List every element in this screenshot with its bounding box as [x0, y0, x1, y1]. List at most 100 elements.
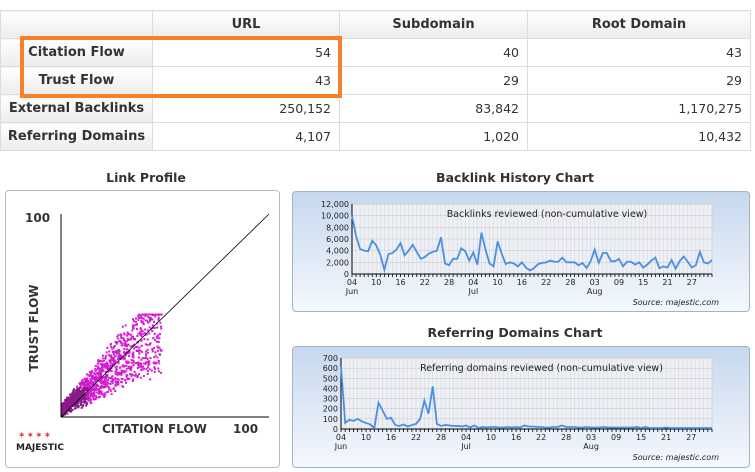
scatter-point	[93, 391, 96, 394]
scatter-point	[106, 364, 109, 367]
scatter-point	[153, 347, 156, 350]
scatter-point	[121, 381, 124, 384]
scatter-point	[75, 405, 78, 408]
link-profile-chart: 100 TRUST FLOW CITATION FLOW 100 ✶✶✶✶ MA…	[5, 190, 280, 468]
scatter-point	[98, 391, 101, 394]
scatter-point	[140, 320, 143, 323]
scatter-point	[123, 370, 126, 373]
scatter-point	[139, 349, 142, 352]
scatter-point	[124, 360, 127, 363]
diagonal-line	[60, 213, 270, 418]
table-row: External Backlinks 250,152 83,842 1,170,275	[0, 94, 751, 123]
scatter-point	[110, 377, 113, 380]
scatter-point	[70, 409, 73, 412]
scatter-point	[146, 366, 149, 369]
scatter-point	[74, 391, 77, 394]
scatter-point	[116, 378, 119, 381]
scatter-point	[114, 390, 117, 393]
scatter-point	[76, 390, 79, 393]
scatter-point	[115, 365, 118, 368]
scatter-point	[83, 396, 86, 399]
scatter-point	[132, 327, 135, 330]
backlink-chart-title: Backlink History Chart	[436, 170, 594, 185]
scatter-point	[140, 333, 143, 336]
x-month-label: Jul	[468, 287, 479, 296]
scatter-point	[130, 365, 133, 368]
scatter-point	[99, 378, 102, 381]
scatter-point	[127, 352, 130, 355]
cell: 4,107	[152, 122, 340, 151]
y-tick-label: 6,000	[326, 235, 349, 244]
scatter-point	[100, 382, 103, 385]
scatter-point	[91, 375, 94, 378]
scatter-point	[96, 383, 99, 386]
scatter-point	[81, 393, 84, 396]
x-tick-label: 28	[561, 433, 571, 442]
scatter-point	[108, 388, 111, 391]
scatter-point	[154, 338, 157, 341]
scatter-point	[95, 376, 98, 379]
scatter-point	[87, 397, 90, 400]
scatter-point	[117, 348, 120, 351]
scatter-point	[121, 378, 124, 381]
scatter-point	[125, 364, 128, 367]
scatter-point	[82, 390, 85, 393]
row-label: Referring Domains	[0, 122, 153, 151]
y-axis-label: TRUST FLOW	[27, 284, 41, 372]
scatter-point	[96, 362, 99, 365]
scatter-point	[132, 356, 135, 359]
scatter-point	[113, 359, 116, 362]
scatter-point	[116, 341, 119, 344]
scatter-point	[66, 412, 69, 415]
scatter-point	[137, 364, 140, 367]
scatter-point	[88, 381, 91, 384]
scatter-point	[157, 317, 160, 320]
scatter-point	[119, 380, 122, 383]
scatter-point	[102, 369, 105, 372]
scatter-point	[70, 393, 73, 396]
scatter-point	[64, 401, 67, 404]
scatter-point	[157, 370, 160, 373]
scatter-point	[86, 382, 89, 385]
scatter-point	[102, 380, 105, 383]
scatter-point	[101, 365, 104, 368]
scatter-point	[106, 374, 109, 377]
scatter-point	[98, 376, 101, 379]
col-subdomain: Subdomain	[339, 10, 528, 39]
scatter-point	[139, 332, 142, 335]
scatter-point	[136, 367, 139, 370]
scatter-point	[118, 340, 121, 343]
scatter-point	[90, 389, 93, 392]
x-tick-label: 10	[361, 433, 371, 442]
scatter-point	[82, 387, 85, 390]
scatter-point	[75, 397, 78, 400]
scatter-point	[72, 393, 75, 396]
scatter-point	[120, 354, 123, 357]
scatter-point	[155, 340, 158, 343]
scatter-point	[103, 363, 106, 366]
scatter-point	[86, 395, 89, 398]
scatter-point	[121, 342, 124, 345]
scatter-point	[94, 380, 97, 383]
scatter-point	[79, 384, 82, 387]
x-month-label: Jul	[460, 442, 471, 451]
scatter-point	[148, 343, 151, 346]
scatter-point	[66, 396, 69, 399]
scatter-point	[117, 378, 120, 381]
scatter-point	[85, 401, 88, 404]
scatter-point	[78, 387, 81, 390]
scatter-point	[126, 361, 129, 364]
y-tick-label: 400	[323, 384, 338, 393]
scatter-point	[153, 366, 156, 369]
data-line	[340, 366, 712, 430]
scatter-point	[153, 332, 156, 335]
scatter-point	[115, 369, 118, 372]
scatter-point	[101, 382, 104, 385]
scatter-point	[82, 397, 85, 400]
scatter-point	[95, 396, 98, 399]
x-month-label: Jun	[334, 442, 348, 451]
scatter-point	[98, 374, 101, 377]
scatter-point	[141, 330, 144, 333]
scatter-point	[140, 335, 143, 338]
scatter-point	[103, 396, 106, 399]
